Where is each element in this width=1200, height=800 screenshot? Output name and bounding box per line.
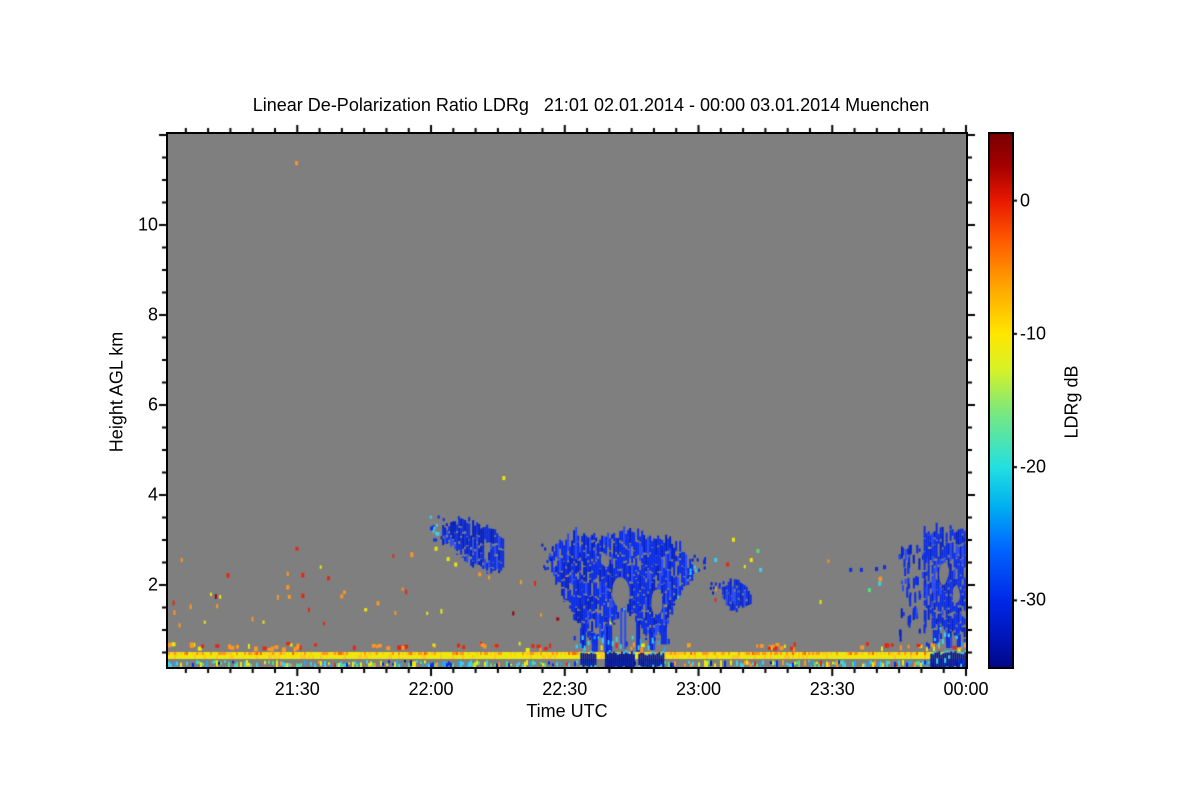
y-tick-label: 8 xyxy=(147,304,158,325)
colorbar-title: LDRg dB xyxy=(1061,365,1082,439)
y-tick-label: 4 xyxy=(147,484,158,505)
y-tick-label: 6 xyxy=(147,394,158,415)
chart-title: Linear De-Polarization Ratio LDRg 21:01 … xyxy=(252,95,930,115)
colorbar-tick-label: 0 xyxy=(1020,190,1031,211)
heatmap-plot-canvas xyxy=(168,134,966,667)
x-tick-label: 22:00 xyxy=(408,679,454,699)
colorbar-gradient xyxy=(988,132,1014,669)
y-tick-label: 2 xyxy=(147,574,158,595)
colorbar-tick-label: -20 xyxy=(1020,456,1047,477)
x-tick-label: 22:30 xyxy=(542,679,588,699)
x-tick-label: 21:30 xyxy=(274,679,320,699)
x-tick-label: 23:30 xyxy=(809,679,855,699)
x-tick-label: 00:00 xyxy=(943,679,989,699)
x-tick-label: 23:00 xyxy=(675,679,722,699)
colorbar-tick-label: -10 xyxy=(1020,323,1047,344)
y-tick-label: 10 xyxy=(137,214,158,235)
y-axis-title: Height AGL km xyxy=(106,331,127,453)
x-axis-title: Time UTC xyxy=(526,701,608,721)
colorbar-tick-label: -30 xyxy=(1020,589,1047,610)
